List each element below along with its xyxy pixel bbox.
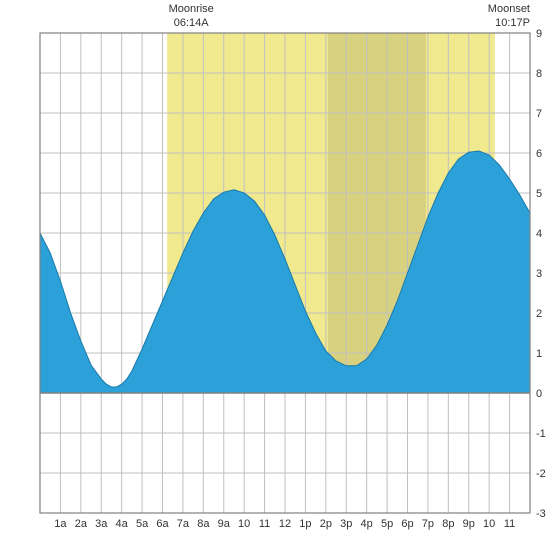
moonset-time: 10:17P — [495, 17, 530, 29]
y-tick-label: 3 — [536, 268, 542, 280]
y-tick-label: 5 — [536, 188, 542, 200]
y-tick-label: 1 — [536, 348, 542, 360]
y-tick-label: 4 — [536, 228, 542, 240]
x-tick-label: 8a — [197, 518, 210, 530]
y-tick-label: -3 — [536, 508, 546, 520]
y-tick-label: -1 — [536, 428, 546, 440]
x-tick-label: 2p — [320, 518, 332, 530]
y-tick-label: 2 — [536, 308, 542, 320]
x-tick-label: 10 — [238, 518, 250, 530]
x-tick-label: 4a — [116, 518, 129, 530]
y-tick-label: 7 — [536, 108, 542, 120]
x-tick-label: 5p — [381, 518, 393, 530]
moonrise-time: 06:14A — [174, 17, 210, 29]
x-tick-label: 9p — [463, 518, 475, 530]
x-tick-label: 11 — [259, 518, 270, 530]
tide-chart-svg: 9876543210-1-2-31a2a3a4a5a6a7a8a9a101112… — [0, 0, 550, 550]
x-tick-label: 7a — [177, 518, 190, 530]
x-tick-label: 10 — [483, 518, 495, 530]
x-tick-label: 3p — [340, 518, 352, 530]
x-tick-label: 1p — [299, 518, 311, 530]
x-tick-label: 6p — [401, 518, 413, 530]
y-tick-label: 6 — [536, 148, 542, 160]
y-tick-label: 9 — [536, 28, 542, 40]
y-tick-label: -2 — [536, 468, 546, 480]
x-tick-label: 4p — [361, 518, 373, 530]
tide-chart: 9876543210-1-2-31a2a3a4a5a6a7a8a9a101112… — [0, 0, 550, 550]
x-tick-label: 6a — [156, 518, 169, 530]
x-tick-label: 5a — [136, 518, 149, 530]
x-tick-label: 2a — [75, 518, 88, 530]
x-tick-label: 1a — [54, 518, 67, 530]
x-tick-label: 3a — [95, 518, 108, 530]
y-tick-label: 0 — [536, 388, 542, 400]
x-tick-label: 11 — [504, 518, 515, 530]
x-tick-label: 8p — [442, 518, 454, 530]
moonset-label: Moonset — [488, 3, 530, 15]
x-tick-label: 9a — [218, 518, 231, 530]
x-tick-label: 12 — [279, 518, 291, 530]
y-tick-label: 8 — [536, 68, 542, 80]
x-tick-label: 7p — [422, 518, 434, 530]
moonrise-label: Moonrise — [169, 3, 214, 15]
